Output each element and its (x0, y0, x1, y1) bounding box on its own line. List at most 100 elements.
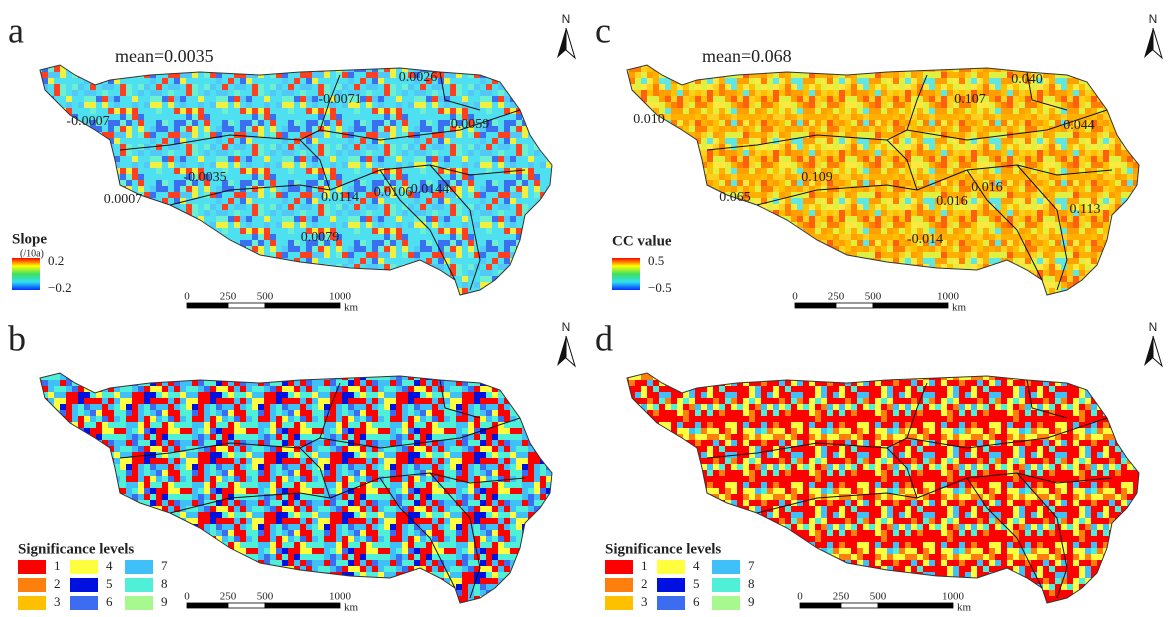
panel-letter: b (8, 318, 26, 358)
basin-boundary (906, 417, 1108, 449)
basin-value: 0.0026 (399, 70, 438, 85)
basin-boundary (319, 417, 521, 449)
legend-label: 8 (748, 576, 755, 591)
legend-swatch (605, 578, 633, 592)
scale-tick: 0 (792, 291, 798, 303)
scale-unit: km (344, 302, 359, 314)
basin-boundary (319, 382, 341, 439)
scale-unit: km (344, 602, 359, 614)
scale-segment (264, 602, 341, 609)
legend-swatch (70, 578, 98, 592)
legend-label: 8 (161, 576, 168, 591)
basin-value: -0.014 (907, 232, 943, 247)
basin-boundary (906, 109, 1108, 141)
map-panel: a mean=0.0035 0.0026 -0.0071 0.0059 -0.0007 -0… (8, 10, 576, 314)
region (626, 64, 1140, 296)
basin-boundary (319, 74, 341, 131)
legend-max: 0.5 (648, 253, 664, 268)
legend-label: 3 (54, 594, 61, 609)
basin-boundary (886, 139, 918, 191)
basin-value: 0.016 (971, 180, 1003, 195)
scale-unit: km (957, 602, 972, 614)
basin-value: 0.044 (1063, 118, 1095, 133)
legend-min: −0.2 (48, 280, 72, 295)
legend-label: 4 (106, 558, 113, 573)
basin-boundary (906, 382, 928, 439)
legend-label: 7 (161, 558, 168, 573)
basin-value: 0.0144 (411, 182, 450, 197)
scale-tick: 1000 (937, 291, 960, 303)
basin-value: -0.0007 (66, 114, 109, 129)
basin-boundary (119, 437, 321, 459)
scale-tick: 250 (833, 591, 850, 603)
scale-tick: 500 (865, 291, 882, 303)
map-panel: c mean=0.068 0.040 0.107 0.010 0.044 0.109 0.06… (595, 10, 1163, 314)
basin-value: 0.0114 (321, 190, 359, 205)
legend-swatch (712, 560, 740, 574)
scale-segment (872, 302, 949, 309)
basin-boundary (906, 74, 928, 131)
north-arrow (1152, 335, 1163, 368)
basin-value: 0.0079 (301, 230, 340, 245)
legend-label: 9 (161, 594, 168, 609)
scale-tick: 0 (184, 591, 190, 603)
scale-tick: 1000 (329, 291, 352, 303)
legend-swatch (657, 596, 685, 610)
north-arrow (557, 28, 566, 58)
north-arrow (1144, 336, 1153, 366)
panel-letter: d (595, 318, 613, 358)
scale-tick: 250 (220, 291, 237, 303)
basin-boundary (966, 169, 1043, 281)
basin-boundary (299, 447, 331, 499)
scale-segment (227, 602, 266, 609)
scale-segment (186, 302, 229, 309)
legend-label: 2 (54, 576, 61, 591)
legend-min: −0.5 (648, 280, 672, 295)
basin-value: 0.113 (1070, 202, 1101, 217)
basin-boundary (319, 109, 521, 141)
legend-label: 6 (106, 594, 113, 609)
basin-value: 0.010 (633, 112, 665, 127)
scale-unit: km (952, 302, 967, 314)
basin-boundary (429, 472, 481, 599)
north-arrow (1152, 27, 1163, 60)
basin-boundary (429, 164, 481, 291)
north-label: N (1149, 12, 1158, 26)
basin-value: 0.109 (801, 170, 833, 185)
legend-label: 9 (748, 594, 755, 609)
north-label: N (562, 320, 571, 334)
legend-label: 5 (693, 576, 700, 591)
scale-tick: 500 (257, 291, 274, 303)
mean-label: mean=0.0035 (115, 46, 214, 66)
legend-title: Significance levels (605, 541, 721, 557)
scale-segment (799, 602, 842, 609)
basin-boundary (1026, 379, 1068, 419)
basin-value: -0.0071 (318, 92, 361, 107)
basin-value: 0.040 (1011, 72, 1043, 87)
basin-value: 0.016 (936, 194, 968, 209)
legend-title: Slope (12, 231, 47, 247)
legend-swatch (712, 578, 740, 592)
scale-segment (186, 602, 229, 609)
basin-value: 0.0106 (374, 185, 413, 200)
basin-boundary (439, 71, 481, 111)
basin-boundary (169, 184, 331, 206)
region (39, 64, 553, 296)
legend-swatch (712, 596, 740, 610)
legend-swatch (125, 596, 153, 610)
basin-boundary (119, 129, 321, 151)
mean-label: mean=0.068 (702, 46, 792, 66)
basin-boundary (706, 437, 908, 459)
legend-label: 2 (641, 576, 648, 591)
scale-tick: 250 (220, 591, 237, 603)
north-arrow (565, 27, 576, 60)
scale-tick: 500 (257, 591, 274, 603)
basin-boundary (966, 477, 1043, 589)
legend-swatch (657, 578, 685, 592)
legend-swatch (70, 596, 98, 610)
legend-swatch (125, 578, 153, 592)
basin-boundary (756, 492, 918, 514)
